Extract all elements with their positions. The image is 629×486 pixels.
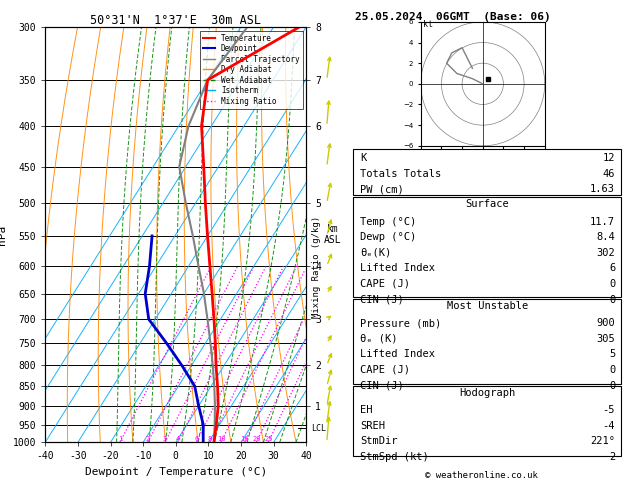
Text: Surface: Surface [465,199,509,209]
Text: © weatheronline.co.uk: © weatheronline.co.uk [425,471,538,480]
Text: 6: 6 [194,436,199,442]
Text: StmDir: StmDir [360,436,398,447]
Text: Lifted Index: Lifted Index [360,349,435,360]
Text: 0: 0 [609,295,615,305]
Text: Most Unstable: Most Unstable [447,301,528,311]
Text: CIN (J): CIN (J) [360,381,404,391]
Text: 16: 16 [240,436,249,442]
Text: 11.7: 11.7 [590,217,615,227]
Text: 8: 8 [208,436,212,442]
Text: 12: 12 [603,153,615,163]
Text: θₑ(K): θₑ(K) [360,248,391,258]
Text: 5: 5 [609,349,615,360]
Text: CIN (J): CIN (J) [360,295,404,305]
Text: Temp (°C): Temp (°C) [360,217,416,227]
Y-axis label: km
ASL: km ASL [323,224,341,245]
Text: Pressure (mb): Pressure (mb) [360,318,441,329]
Text: 46: 46 [603,169,615,179]
Text: Dewp (°C): Dewp (°C) [360,232,416,243]
Text: kt: kt [423,20,433,29]
Text: Lifted Index: Lifted Index [360,263,435,274]
Text: 900: 900 [596,318,615,329]
Text: 2: 2 [146,436,150,442]
Text: 20: 20 [252,436,261,442]
Text: 3: 3 [163,436,167,442]
Y-axis label: hPa: hPa [0,225,7,244]
Text: 0: 0 [609,279,615,289]
Text: 1.63: 1.63 [590,184,615,194]
Text: 25: 25 [264,436,272,442]
Text: 221°: 221° [590,436,615,447]
Text: 8.4: 8.4 [596,232,615,243]
Text: Hodograph: Hodograph [459,388,516,398]
X-axis label: Dewpoint / Temperature (°C): Dewpoint / Temperature (°C) [85,467,267,477]
Text: 25.05.2024  06GMT  (Base: 06): 25.05.2024 06GMT (Base: 06) [355,12,551,22]
Text: EH: EH [360,405,372,416]
Text: 1: 1 [118,436,122,442]
Title: 50°31'N  1°37'E  30m ASL: 50°31'N 1°37'E 30m ASL [91,14,261,27]
Text: 0: 0 [609,365,615,375]
Text: StmSpd (kt): StmSpd (kt) [360,452,428,462]
Text: 4: 4 [175,436,180,442]
Text: PW (cm): PW (cm) [360,184,404,194]
Text: -4: -4 [603,421,615,431]
Text: CAPE (J): CAPE (J) [360,279,409,289]
Text: LCL: LCL [311,424,326,433]
Text: 10: 10 [217,436,225,442]
Text: Totals Totals: Totals Totals [360,169,441,179]
Text: SREH: SREH [360,421,385,431]
Text: 305: 305 [596,334,615,344]
Text: K: K [360,153,366,163]
Text: 2: 2 [609,452,615,462]
Text: -5: -5 [603,405,615,416]
Legend: Temperature, Dewpoint, Parcel Trajectory, Dry Adiabat, Wet Adiabat, Isotherm, Mi: Temperature, Dewpoint, Parcel Trajectory… [200,31,303,109]
Text: 6: 6 [609,263,615,274]
Text: θₑ (K): θₑ (K) [360,334,398,344]
Text: 0: 0 [609,381,615,391]
Text: Mixing Ratio (g/kg): Mixing Ratio (g/kg) [312,216,321,318]
Text: CAPE (J): CAPE (J) [360,365,409,375]
Text: 302: 302 [596,248,615,258]
